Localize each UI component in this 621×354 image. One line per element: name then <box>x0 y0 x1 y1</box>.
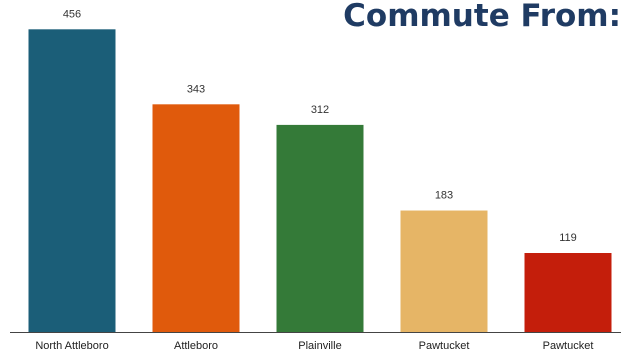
bar-0 <box>28 29 116 333</box>
bar-1 <box>152 104 240 332</box>
bar-value-label: 343 <box>187 83 205 95</box>
chart-title: Commute From: <box>343 0 621 34</box>
category-labels-group: North Attleboro Attleboro Plainville Pawtuc… <box>35 340 593 352</box>
bars-group <box>28 29 612 333</box>
bar-4 <box>524 253 612 332</box>
bar-value-label: 456 <box>63 8 81 20</box>
value-labels-group: 456 343 312 183 119 <box>63 8 577 244</box>
bar-value-label: 183 <box>435 190 453 202</box>
category-label: Plainville <box>298 340 341 352</box>
bar-2 <box>276 124 364 333</box>
bar-value-label: 312 <box>311 104 329 116</box>
category-label: Pawtucket <box>543 340 594 352</box>
category-label: Pawtucket <box>419 340 470 352</box>
bar-3 <box>400 210 488 332</box>
category-label: North Attleboro <box>35 340 108 352</box>
category-label: Attleboro <box>174 340 218 352</box>
bar-value-label: 119 <box>559 232 577 244</box>
